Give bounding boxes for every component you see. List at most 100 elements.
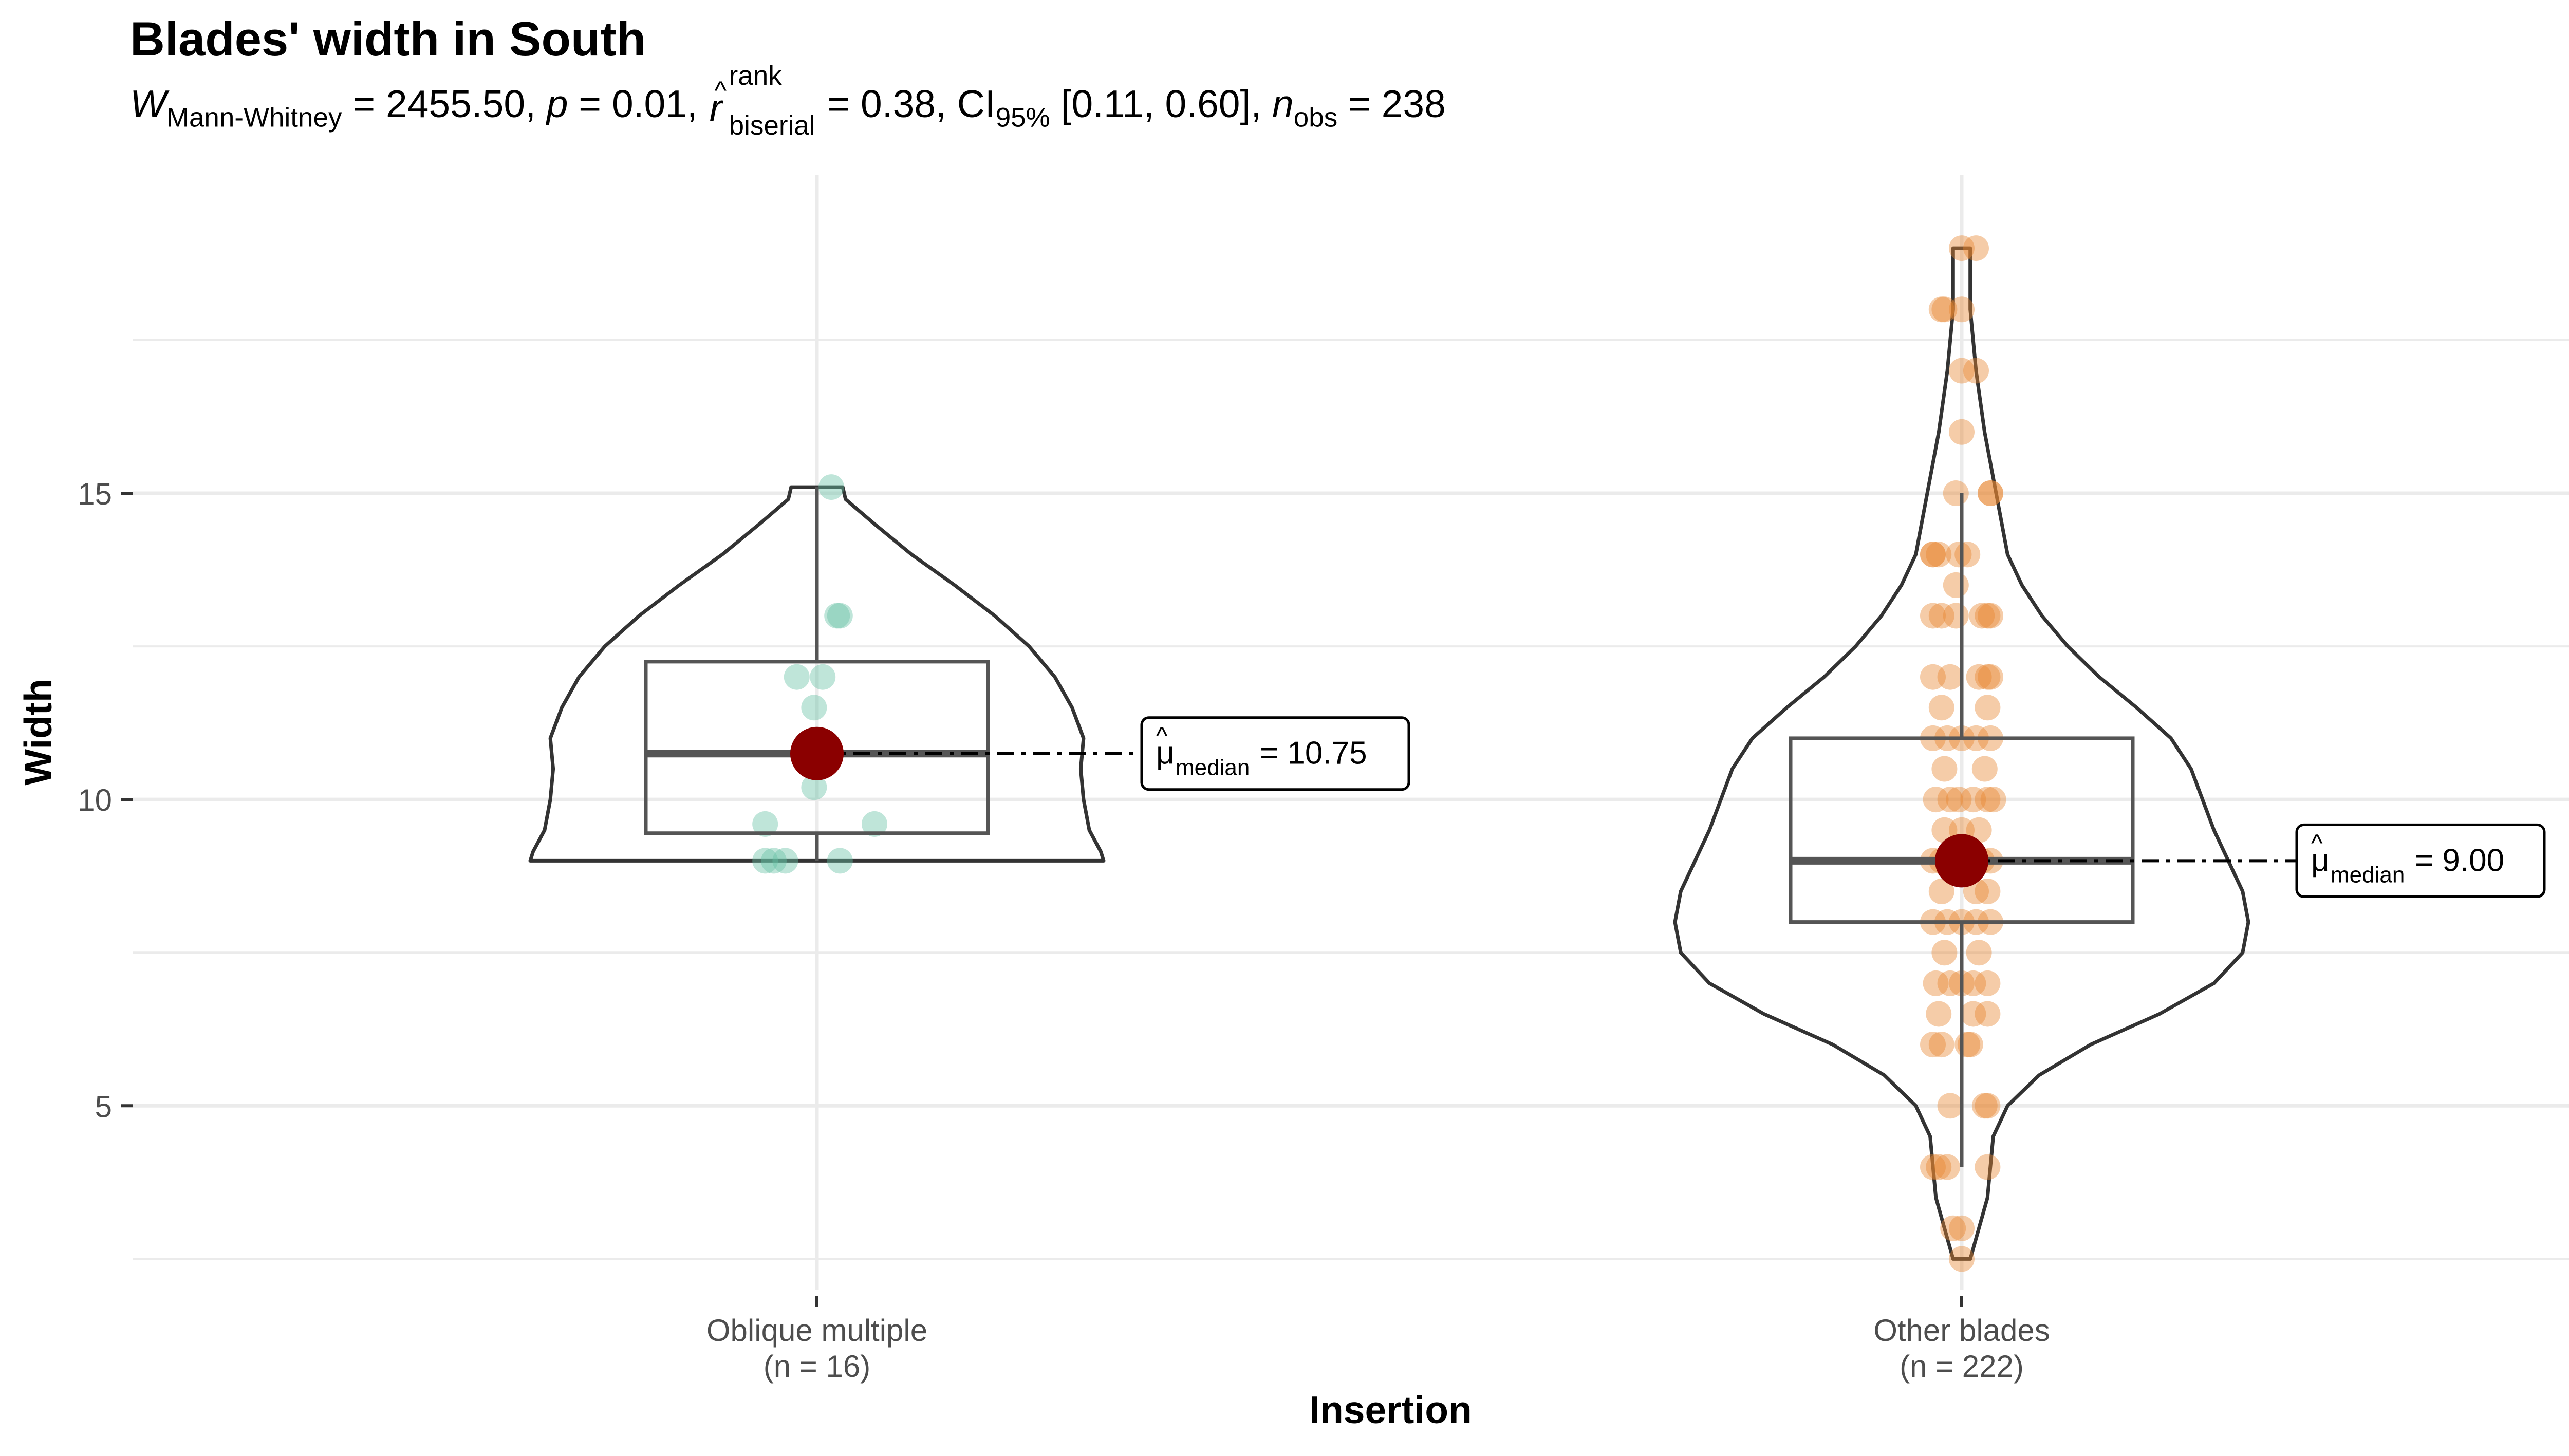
subtitle-r-value: = 0.38, [816,82,957,125]
data-point [1949,235,1975,262]
data-point [818,474,844,500]
violin-outline [1673,246,2250,1261]
x-tick-label: Oblique multiple [706,1313,927,1348]
data-point [1966,940,1992,966]
mu-symbol: μ [2311,843,2330,878]
data-point [1928,603,1954,629]
data-point [1975,1154,2001,1180]
subtitle-w-value: = 2455.50, [342,82,547,125]
data-point [801,774,827,800]
data-point [1949,1246,1975,1272]
violin-outline [528,485,1106,863]
data-point [801,695,827,721]
subtitle-r-symbol: r [709,86,722,129]
subtitle-n-symbol: n [1272,82,1294,125]
data-point [827,603,853,629]
data-point [1931,296,1958,323]
subtitle-ci-value: [0.11, 0.60], [1050,82,1273,125]
subtitle-r-superscript: rank [729,60,782,91]
data-point [810,664,836,690]
data-point [1943,572,1969,598]
median-subscript: median [2331,862,2405,887]
data-point [1949,358,1975,384]
median-subscript: median [1176,755,1250,780]
data-point [1978,664,2003,690]
data-point [1920,542,1946,568]
data-point [1928,879,1954,904]
data-point [1926,542,1952,568]
median-value-label: = 10.75 [1260,736,1367,771]
data-point [1920,603,1946,629]
subtitle-p-value: = 0.01, [568,82,709,125]
data-point [1920,542,1946,568]
subtitle-ci-label: CI [957,82,996,125]
hat-accent-icon: ^ [2311,830,2323,857]
median-point [790,726,844,780]
data-point [1957,1032,1983,1058]
x-tick-count-label: (n = 16) [764,1349,870,1384]
data-point [1971,1093,1998,1119]
data-point [1975,695,2001,721]
subtitle-w-subscript: Mann-Whitney [166,102,342,133]
median-label-box [2295,823,2546,898]
hat-accent-icon: ^ [714,76,727,105]
data-point [752,848,778,874]
box-iqr [644,660,990,835]
median-label-box [1140,716,1410,791]
data-point [1946,542,1972,568]
data-point [1943,480,1969,506]
data-point [1954,1032,1981,1058]
data-point [1963,358,1989,384]
data-point [1975,970,2001,996]
data-point [1920,1032,1946,1058]
mu-symbol: μ [1156,736,1175,771]
subtitle-n-subscript: obs [1293,102,1338,133]
subtitle-r-symbol-group: ^ r rank biserial [709,62,815,139]
data-point [1928,1032,1954,1058]
subtitle-r-subscript: biserial [729,110,815,141]
data-point [1949,296,1975,323]
data-point [1931,940,1958,966]
y-tick-label: 15 [78,477,112,511]
data-point [1928,296,1954,323]
data-point [1923,787,1949,813]
data-point [1971,756,1998,782]
point-layer [752,235,2006,1272]
data-point [1926,1001,1952,1027]
data-point [1923,970,1949,996]
box-iqr [1789,736,2135,924]
x-axis-label: Insertion [1309,1388,1472,1431]
data-point [1920,1154,1946,1180]
data-point [1949,419,1975,445]
data-point [1975,603,2001,629]
median-layer: μ^median = 10.75μ^median = 9.00 [790,716,2546,898]
subtitle-p-symbol: p [546,82,568,125]
data-point [1937,1093,1963,1119]
data-point [1928,695,1954,721]
y-axis-label: Width [16,679,60,786]
data-point [1975,1001,2001,1027]
data-point [1978,603,2003,629]
data-point [1980,787,2006,813]
data-point [1975,1093,2001,1119]
data-point [862,811,887,837]
median-point [1935,834,1988,888]
chart-subtitle: WMann-Whitney = 2455.50, p = 0.01, ^ r ran… [130,62,1446,139]
y-tick-label: 5 [95,1089,112,1124]
data-point [1975,787,2001,813]
subtitle-w-symbol: W [130,82,166,125]
data-point [1978,480,2003,506]
violin-layer [528,246,2250,1261]
axis-layer: 5 10 15 Width Oblique multiple(n = 16) Other … [16,477,2050,1431]
data-point [1920,664,1946,690]
chart-title: Blades' width in South [130,12,646,66]
data-point [1966,664,1992,690]
data-point [772,848,798,874]
data-point [1960,1001,1986,1027]
data-point [1934,1154,1960,1180]
data-point [752,811,778,837]
data-point [1969,603,1995,629]
grid-layer [133,175,2569,1290]
data-point [1940,1215,1966,1241]
